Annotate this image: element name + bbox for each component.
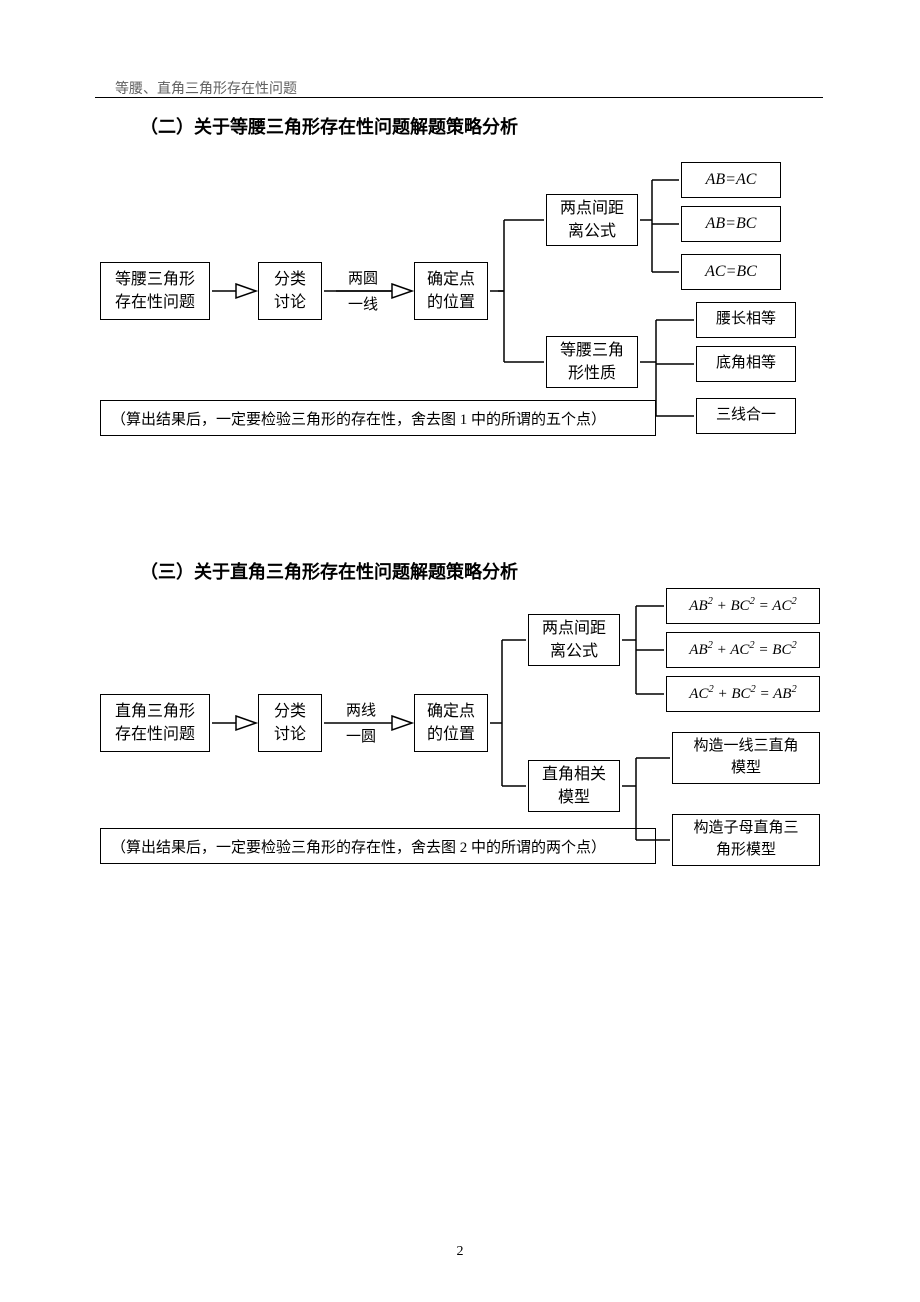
b-prop-1: 构造一线三直角模型: [672, 732, 820, 784]
a-node-locate: 确定点的位置: [414, 262, 488, 320]
b-formula-1: AB2 + BC2 = AC2: [666, 588, 820, 624]
header-rule: [95, 97, 823, 98]
section-b-title: （三）关于直角三角形存在性问题解题策略分析: [140, 558, 518, 584]
b-node-distance: 两点间距离公式: [528, 614, 620, 666]
a-result-2: AB=BC: [681, 206, 781, 242]
a-prop-1: 腰长相等: [696, 302, 796, 338]
b-edge-label-top: 两线: [344, 699, 378, 720]
b-formula-3: AC2 + BC2 = AB2: [666, 676, 820, 712]
a-prop-2: 底角相等: [696, 346, 796, 382]
f3c: AB: [773, 686, 791, 702]
page-number: 2: [0, 1244, 920, 1260]
a-edge-label-bottom: 一线: [346, 293, 380, 314]
page-header: 等腰、直角三角形存在性问题: [115, 78, 297, 98]
a-result-3: AC=BC: [681, 254, 781, 290]
a-node-start: 等腰三角形存在性问题: [100, 262, 210, 320]
f1c: AC: [772, 598, 791, 614]
f2b: AC: [730, 642, 749, 658]
a-prop-3: 三线合一: [696, 398, 796, 434]
f1a: AB: [689, 598, 707, 614]
a-note: （算出结果后，一定要检验三角形的存在性，舍去图 1 中的所谓的五个点）: [100, 400, 656, 436]
b-formula-2: AB2 + AC2 = BC2: [666, 632, 820, 668]
a-node-distance: 两点间距离公式: [546, 194, 638, 246]
b-prop-2: 构造子母直角三角形模型: [672, 814, 820, 866]
section-a-title: （二）关于等腰三角形存在性问题解题策略分析: [140, 113, 518, 139]
b-edge-label-bottom: 一圆: [344, 725, 378, 746]
f3b: BC: [731, 686, 750, 702]
a-node-classify: 分类讨论: [258, 262, 322, 320]
b-node-property: 直角相关模型: [528, 760, 620, 812]
b-note: （算出结果后，一定要检验三角形的存在性，舍去图 2 中的所谓的两个点）: [100, 828, 656, 864]
a-edge-label-top: 两圆: [346, 267, 380, 288]
f1b: BC: [731, 598, 750, 614]
b-node-locate: 确定点的位置: [414, 694, 488, 752]
b-node-classify: 分类讨论: [258, 694, 322, 752]
a-result-1: AB=AC: [681, 162, 781, 198]
f2c: BC: [772, 642, 791, 658]
f3a: AC: [689, 686, 708, 702]
b-node-start: 直角三角形存在性问题: [100, 694, 210, 752]
a-node-property: 等腰三角形性质: [546, 336, 638, 388]
f2a: AB: [689, 642, 707, 658]
